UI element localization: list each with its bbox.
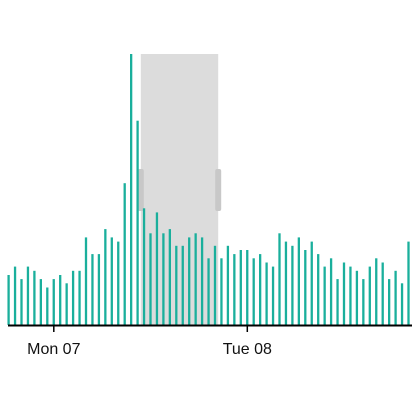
bar	[246, 250, 249, 325]
bar	[65, 283, 68, 325]
bar	[220, 258, 223, 325]
bar	[284, 241, 288, 325]
bar	[239, 250, 242, 325]
bar	[265, 262, 268, 325]
bar	[136, 120, 139, 325]
x-tick-label: Tue 08	[223, 341, 272, 358]
bar	[162, 233, 165, 325]
bar	[104, 229, 107, 325]
brush-selection[interactable]	[140, 54, 219, 325]
bar	[117, 241, 120, 325]
bar	[71, 270, 75, 325]
bar	[407, 241, 410, 325]
bar	[123, 183, 126, 325]
bar	[233, 254, 236, 325]
bar	[91, 254, 94, 325]
brush-handle-left[interactable]	[137, 169, 144, 211]
bar	[317, 254, 320, 325]
bar	[278, 233, 281, 325]
bar	[323, 266, 326, 325]
bars-layer	[7, 54, 410, 325]
brush-handle-right[interactable]	[215, 169, 222, 211]
bar	[33, 270, 36, 325]
bar	[130, 54, 133, 325]
bar	[149, 233, 152, 325]
bar	[188, 237, 191, 325]
x-tick-label: Mon 07	[27, 341, 80, 358]
bar	[142, 208, 146, 325]
bar	[175, 245, 178, 325]
bar	[168, 229, 171, 325]
bar	[375, 258, 378, 325]
bar	[59, 275, 62, 325]
bar	[84, 237, 88, 325]
bar	[329, 258, 333, 325]
bar	[46, 287, 49, 325]
bar	[304, 250, 307, 325]
bar	[342, 262, 346, 325]
bar	[297, 237, 300, 325]
bar	[349, 266, 352, 325]
bar	[7, 275, 10, 325]
bar	[400, 283, 404, 325]
x-axis: Mon 07 Tue 08	[8, 324, 412, 358]
bar	[388, 279, 391, 325]
bar	[39, 279, 42, 325]
bar	[310, 241, 313, 325]
bar	[291, 245, 294, 325]
brush-layer[interactable]	[137, 54, 222, 325]
bar	[207, 258, 210, 325]
bar	[368, 266, 371, 325]
bar	[26, 266, 30, 325]
bar	[355, 270, 359, 325]
bar	[271, 266, 275, 325]
bar	[52, 279, 55, 325]
bar	[181, 245, 184, 325]
bar	[78, 270, 81, 325]
bar	[13, 266, 17, 325]
bar	[194, 233, 197, 325]
bar	[336, 279, 339, 325]
bar	[97, 254, 101, 325]
bar	[226, 245, 230, 325]
bar	[394, 270, 397, 325]
bar	[110, 237, 113, 325]
bar	[20, 279, 23, 325]
bar	[362, 279, 365, 325]
bar	[259, 254, 262, 325]
bar	[155, 212, 159, 325]
bar	[213, 245, 217, 325]
bar	[252, 258, 255, 325]
bar	[381, 262, 384, 325]
bar	[200, 237, 204, 325]
